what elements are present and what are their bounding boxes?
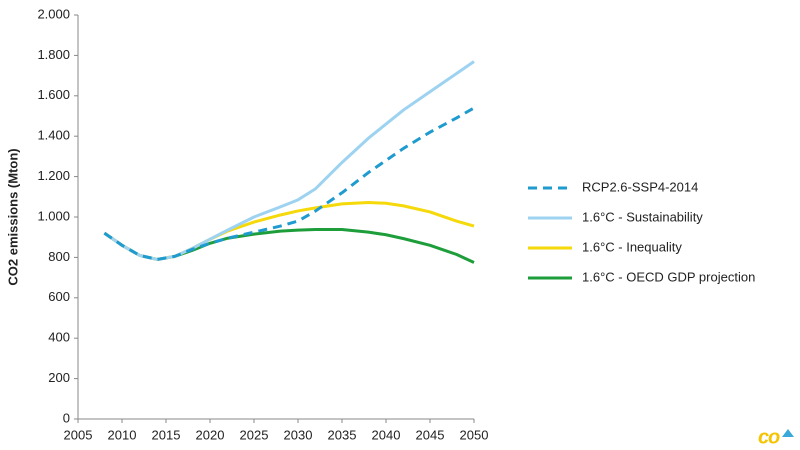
x-tick-label: 2050 bbox=[460, 427, 489, 442]
legend-label: 1.6°C - Inequality bbox=[582, 239, 682, 254]
y-tick-label: 600 bbox=[48, 289, 70, 304]
legend-label: 1.6°C - OECD GDP projection bbox=[582, 269, 755, 284]
logo-mark bbox=[782, 429, 794, 437]
y-tick-label: 1.400 bbox=[37, 128, 70, 143]
x-tick-label: 2030 bbox=[284, 427, 313, 442]
x-tick-label: 2035 bbox=[328, 427, 357, 442]
y-tick-label: 0 bbox=[63, 410, 70, 425]
legend-label: RCP2.6-SSP4-2014 bbox=[582, 179, 698, 194]
series-line bbox=[103, 106, 475, 261]
x-tick-label: 2045 bbox=[416, 427, 445, 442]
y-axis-label: CO2 emissions (Mton) bbox=[5, 148, 20, 285]
y-tick-label: 1.200 bbox=[37, 168, 70, 183]
y-tick-label: 1.800 bbox=[37, 47, 70, 62]
x-tick-label: 2020 bbox=[196, 427, 225, 442]
y-tick-label: 2.000 bbox=[37, 6, 70, 21]
y-tick-label: 800 bbox=[48, 249, 70, 264]
y-tick-label: 400 bbox=[48, 330, 70, 345]
legend-label: 1.6°C - Sustainability bbox=[582, 209, 703, 224]
x-tick-label: 2025 bbox=[240, 427, 269, 442]
x-tick-label: 2015 bbox=[152, 427, 181, 442]
x-tick-label: 2005 bbox=[64, 427, 93, 442]
y-tick-label: 200 bbox=[48, 370, 70, 385]
logo-mark: o bbox=[768, 426, 780, 448]
x-tick-label: 2010 bbox=[108, 427, 137, 442]
series-line bbox=[103, 60, 475, 261]
logo: c o bbox=[758, 426, 794, 448]
y-tick-label: 1.600 bbox=[37, 87, 70, 102]
y-tick-label: 1.000 bbox=[37, 208, 70, 223]
x-tick-label: 2040 bbox=[372, 427, 401, 442]
logo-mark: c bbox=[758, 426, 769, 448]
